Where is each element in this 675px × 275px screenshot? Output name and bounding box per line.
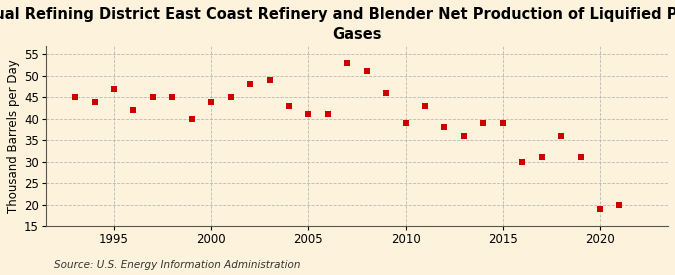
Point <box>381 91 392 95</box>
Point <box>186 117 197 121</box>
Point <box>109 86 119 91</box>
Point <box>323 112 333 117</box>
Point <box>128 108 139 112</box>
Point <box>361 69 372 74</box>
Point <box>517 160 528 164</box>
Text: Source: U.S. Energy Information Administration: Source: U.S. Energy Information Administ… <box>54 260 300 270</box>
Point <box>89 99 100 104</box>
Point <box>595 207 605 211</box>
Point <box>556 134 566 138</box>
Point <box>536 155 547 160</box>
Point <box>167 95 178 100</box>
Point <box>439 125 450 130</box>
Point <box>614 202 625 207</box>
Point <box>342 61 352 65</box>
Point <box>303 112 314 117</box>
Point <box>284 104 294 108</box>
Y-axis label: Thousand Barrels per Day: Thousand Barrels per Day <box>7 59 20 213</box>
Point <box>575 155 586 160</box>
Point <box>497 121 508 125</box>
Point <box>70 95 80 100</box>
Point <box>420 104 431 108</box>
Point <box>244 82 255 87</box>
Point <box>400 121 411 125</box>
Point <box>225 95 236 100</box>
Point <box>206 99 217 104</box>
Title: Annual Refining District East Coast Refinery and Blender Net Production of Liqui: Annual Refining District East Coast Refi… <box>0 7 675 42</box>
Point <box>478 121 489 125</box>
Point <box>458 134 469 138</box>
Point <box>264 78 275 82</box>
Point <box>147 95 158 100</box>
